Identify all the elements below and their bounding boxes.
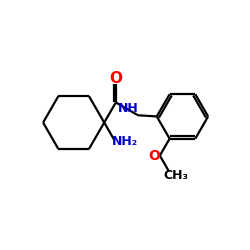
- Text: NH₂: NH₂: [112, 135, 138, 148]
- Text: CH₃: CH₃: [164, 170, 189, 182]
- Text: NH: NH: [118, 102, 139, 115]
- Text: O: O: [148, 148, 160, 162]
- Text: O: O: [109, 70, 122, 86]
